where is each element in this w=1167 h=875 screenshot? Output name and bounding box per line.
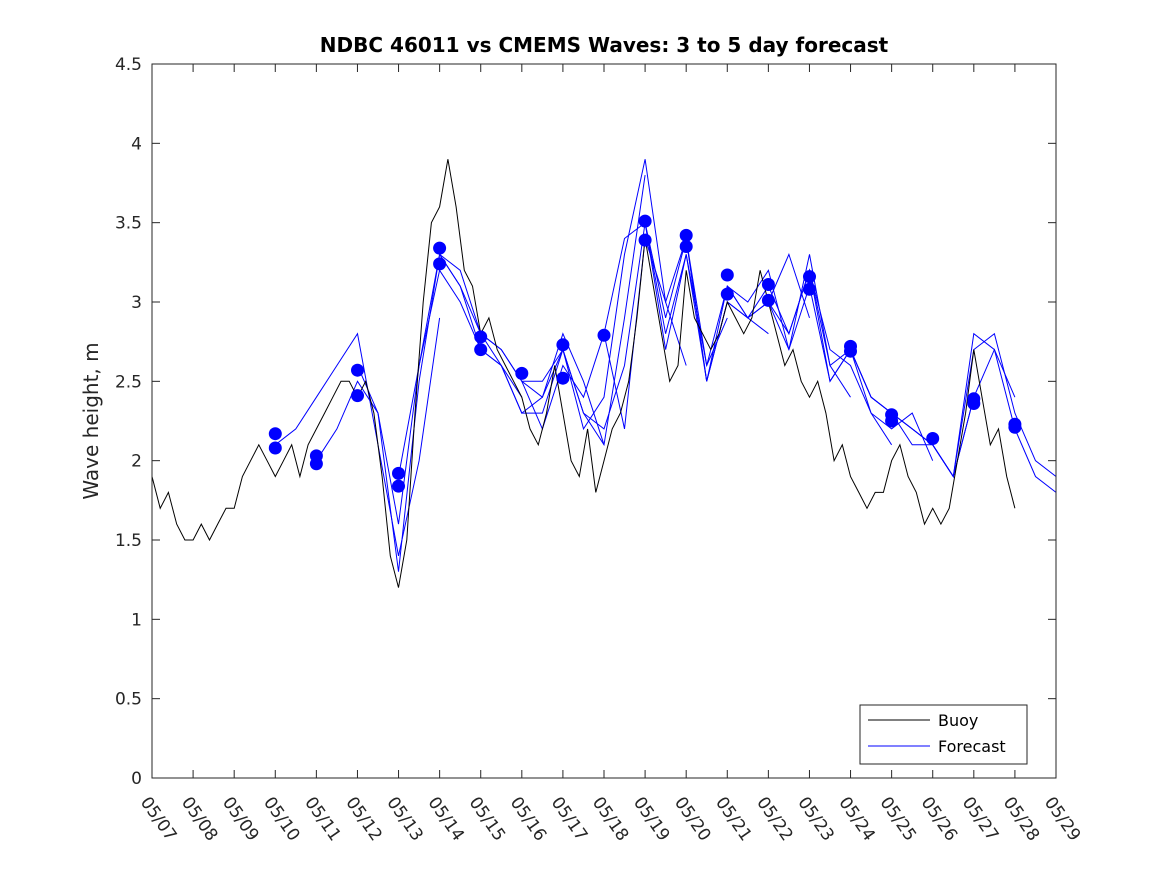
forecast-marker	[351, 389, 364, 403]
forecast-marker	[556, 338, 570, 352]
y-tick-label: 2.5	[115, 372, 142, 392]
forecast-marker	[597, 328, 611, 342]
forecast-marker	[803, 282, 816, 296]
y-tick-label: 4	[131, 134, 142, 154]
forecast-marker	[803, 270, 816, 284]
x-tick-label: 05/28	[999, 793, 1043, 845]
y-axis: 0 0.5 1 1.5 2 2.5 3 3.5 4 4.5	[115, 55, 1056, 789]
forecast-marker	[515, 366, 529, 380]
x-tick-label: 05/20	[670, 793, 714, 845]
forecast-marker	[638, 233, 652, 247]
buoy-line	[151, 159, 1016, 588]
x-tick-label: 05/13	[382, 793, 426, 845]
x-tick-label: 05/21	[711, 793, 755, 845]
forecast-marker	[474, 343, 488, 357]
forecast-run-13	[809, 270, 1016, 478]
x-tick-label: 05/24	[834, 793, 878, 845]
forecast-marker	[392, 466, 405, 480]
forecast-run-9	[644, 222, 851, 398]
x-tick-label: 05/18	[588, 793, 632, 845]
forecast-run-0	[274, 317, 441, 557]
x-tick-label: 05/15	[465, 793, 509, 845]
forecast-run-2	[357, 253, 564, 572]
forecast-marker	[638, 214, 652, 228]
forecast-marker	[720, 268, 734, 282]
x-tick-label: 05/23	[793, 793, 837, 845]
forecast-marker	[433, 241, 447, 255]
legend-buoy-label: Buoy	[938, 711, 978, 730]
forecast-marker	[1008, 420, 1022, 434]
y-tick-label: 0.5	[115, 690, 142, 710]
x-tick-label: 05/25	[876, 793, 920, 845]
y-axis-label: Wave height, m	[79, 342, 103, 499]
forecast-marker	[433, 257, 447, 271]
y-tick-label: 1.5	[115, 531, 142, 551]
forecast-marker	[556, 371, 570, 385]
forecast-marker	[268, 441, 282, 455]
x-tick-label: 05/10	[259, 793, 303, 845]
forecast-marker	[926, 432, 940, 445]
x-tick-label: 05/14	[424, 793, 468, 845]
y-tick-label: 1	[131, 610, 142, 630]
plot-area	[152, 64, 1056, 778]
forecast-run-15	[891, 332, 1057, 493]
forecast-marker	[351, 363, 364, 377]
y-tick-label: 0	[131, 769, 142, 789]
x-tick-label: 05/16	[506, 793, 550, 845]
y-tick-label: 3	[131, 293, 142, 313]
x-tick-label: 05/29	[1040, 793, 1084, 845]
forecast-marker	[679, 228, 693, 242]
forecast-run-6	[521, 221, 728, 431]
buoy-series	[151, 159, 1016, 588]
x-tick-label: 05/17	[547, 793, 591, 845]
forecast-marker	[679, 240, 693, 253]
legend-forecast-label: Forecast	[938, 737, 1006, 756]
forecast-marker	[392, 479, 405, 493]
x-tick-label: 05/07	[136, 793, 180, 845]
legend: Buoy Forecast	[859, 704, 1028, 765]
x-tick-label: 05/27	[958, 793, 1002, 845]
forecast-marker	[761, 293, 775, 307]
forecast-marker	[720, 287, 734, 301]
x-tick-label: 05/08	[177, 793, 221, 845]
y-tick-label: 2	[131, 452, 142, 472]
forecast-marker	[268, 427, 282, 441]
x-tick-label: 05/19	[629, 793, 673, 845]
forecast-marker	[885, 414, 899, 428]
legend-box	[859, 704, 1028, 765]
forecast-marker	[474, 330, 488, 344]
forecast-marker	[761, 278, 775, 291]
chart-title: NDBC 46011 vs CMEMS Waves: 3 to 5 day fo…	[320, 33, 889, 57]
x-tick-label: 05/09	[218, 793, 262, 845]
forecast-markers	[268, 214, 1022, 493]
forecast-marker	[844, 344, 857, 358]
forecast-run-4	[439, 175, 646, 447]
x-tick-label: 05/26	[917, 793, 961, 845]
x-tick-label: 05/22	[752, 793, 796, 845]
forecast-run-5	[480, 159, 687, 431]
forecast-marker	[967, 397, 981, 410]
x-tick-label: 05/11	[300, 793, 344, 845]
forecast-marker	[309, 457, 323, 471]
y-tick-label: 3.5	[115, 214, 142, 234]
x-tick-label: 05/12	[341, 793, 385, 845]
y-tick-label: 4.5	[115, 55, 142, 75]
